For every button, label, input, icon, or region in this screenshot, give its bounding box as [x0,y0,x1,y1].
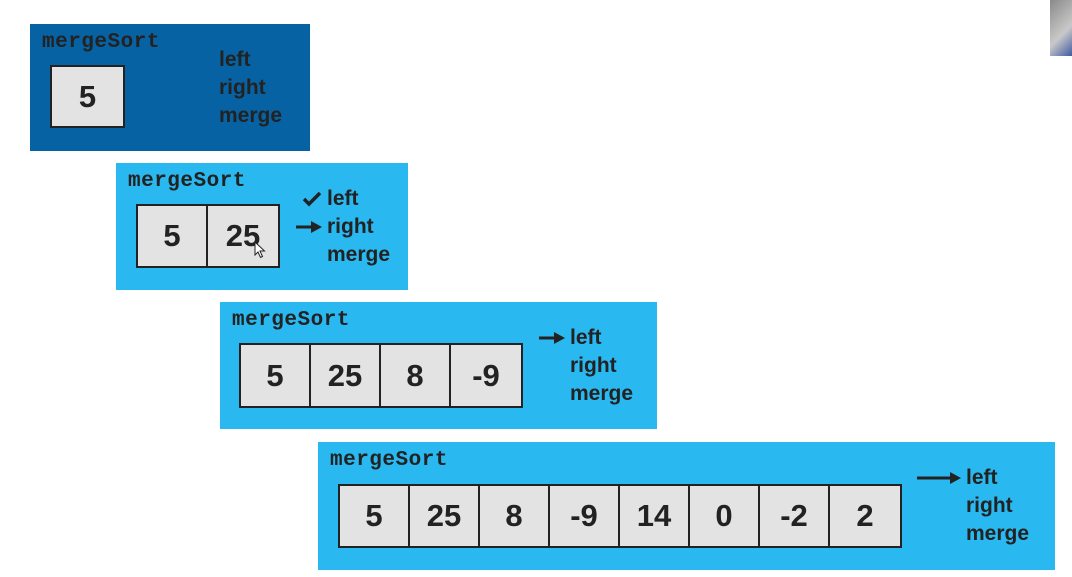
array-box: 5 25 [136,204,280,268]
frame-title: mergeSort [42,31,160,54]
step-label: right [966,494,1013,517]
array-cell: 5 [138,206,208,266]
arrow-right-icon [539,324,565,352]
step-label: right [570,354,617,377]
array-cell: 0 [690,486,760,546]
step-label: merge [966,522,1030,545]
step-left: left [917,464,1029,492]
merge-sort-frame-4: mergeSort 5 25 8 -9 14 0 -2 2 left right merge [318,442,1055,570]
frame-title: mergeSort [232,309,350,332]
arrow-right-icon [917,464,961,492]
array-cell: 8 [480,486,550,546]
array-cell: 2 [830,486,900,546]
frame-title: mergeSort [128,170,246,193]
frame-title: mergeSort [330,449,448,472]
step-merge: merge [966,520,1029,548]
step-right: right [296,213,390,241]
mouse-cursor-icon [254,240,266,264]
array-cell: 5 [340,486,410,546]
step-left: left [302,185,390,213]
merge-sort-frame-1: mergeSort 5 left right merge [30,24,310,151]
step-label: right [219,76,266,99]
array-cell: 25 [410,486,480,546]
merge-sort-frame-3: mergeSort 5 25 8 -9 left right merge [220,302,657,429]
array-cell: 25 [208,206,278,266]
step-list: left right merge [917,464,1029,548]
array-cell: 5 [241,345,311,406]
array-cell: 14 [620,486,690,546]
step-label: left [327,187,359,210]
array-box: 5 25 8 -9 14 0 -2 2 [338,484,902,548]
step-list: left right merge [219,46,282,130]
array-cell: 8 [381,345,451,406]
arrow-right-icon [296,213,322,241]
step-left: left [539,324,633,352]
step-label: merge [327,243,391,266]
array-cell: -2 [760,486,830,546]
check-icon [302,185,322,213]
step-right: right [219,74,282,102]
array-cell: 25 [311,345,381,406]
array-cell: 5 [52,67,123,126]
step-left: left [219,46,282,74]
step-label: left [219,48,251,71]
step-label: left [570,326,602,349]
presenter-thumbnail [1050,0,1072,56]
step-label: right [327,215,374,238]
array-cell: -9 [550,486,620,546]
array-box: 5 [50,65,125,128]
step-list: left right merge [539,324,633,408]
step-merge: merge [219,102,282,130]
step-list: left right merge [296,185,390,269]
array-cell: -9 [451,345,521,406]
step-label: merge [219,104,283,127]
step-right: right [966,492,1029,520]
step-merge: merge [327,241,390,269]
step-merge: merge [570,380,633,408]
array-box: 5 25 8 -9 [239,343,523,408]
step-label: merge [570,382,634,405]
step-label: left [966,466,998,489]
merge-sort-frame-2: mergeSort 5 25 left right merge [116,163,408,290]
step-right: right [570,352,633,380]
